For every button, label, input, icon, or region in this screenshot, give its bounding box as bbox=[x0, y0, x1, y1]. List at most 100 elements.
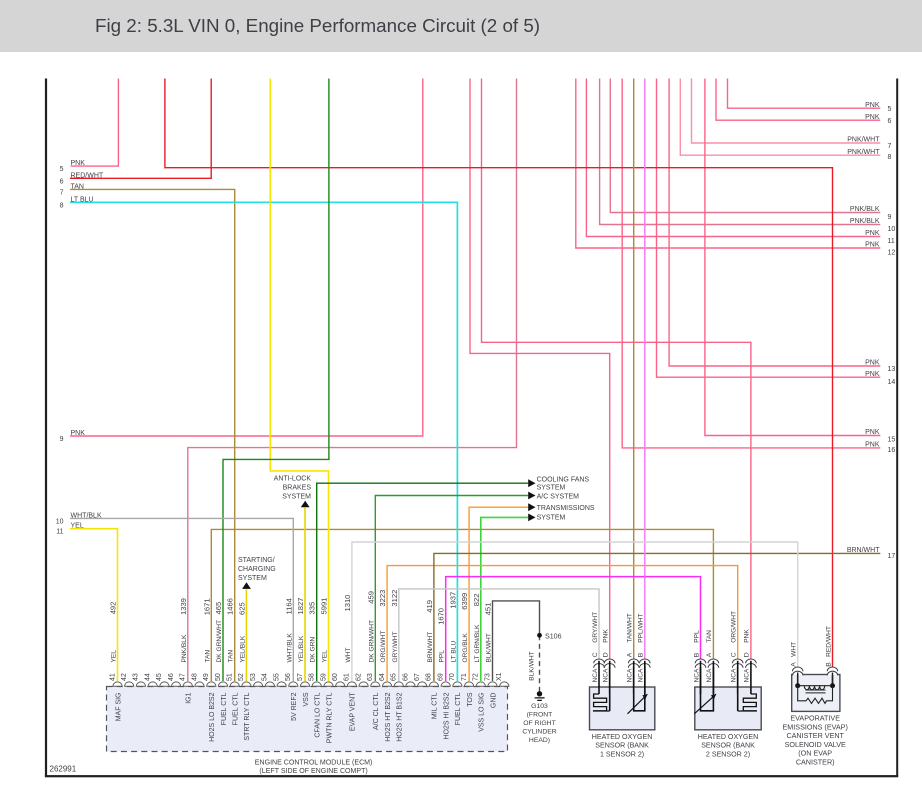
svg-text:(FRONT: (FRONT bbox=[527, 711, 553, 718]
svg-text:1670: 1670 bbox=[437, 608, 446, 625]
svg-text:NCA: NCA bbox=[731, 668, 738, 682]
svg-text:PNK: PNK bbox=[865, 102, 880, 109]
svg-text:51: 51 bbox=[227, 673, 234, 681]
svg-text:C: C bbox=[731, 652, 738, 657]
svg-text:7: 7 bbox=[888, 143, 892, 150]
svg-text:MAF SIG: MAF SIG bbox=[115, 693, 122, 722]
svg-text:NCA: NCA bbox=[693, 668, 700, 682]
svg-text:PNK: PNK bbox=[71, 430, 86, 437]
svg-text:44: 44 bbox=[145, 673, 152, 681]
svg-text:8: 8 bbox=[888, 154, 892, 161]
svg-text:459: 459 bbox=[366, 591, 375, 604]
svg-text:11: 11 bbox=[56, 529, 63, 536]
svg-text:CANISTER VENT: CANISTER VENT bbox=[786, 731, 844, 740]
svg-text:PNK: PNK bbox=[865, 429, 880, 436]
svg-text:SENSOR (BANK: SENSOR (BANK bbox=[701, 742, 755, 750]
svg-text:PNK: PNK bbox=[865, 230, 880, 237]
svg-text:56: 56 bbox=[285, 673, 292, 681]
svg-text:HEAD): HEAD) bbox=[529, 737, 550, 744]
svg-text:FUEL CTL: FUEL CTL bbox=[221, 692, 228, 725]
svg-text:451: 451 bbox=[484, 603, 493, 616]
svg-text:65: 65 bbox=[391, 673, 398, 681]
svg-text:TAN/WHT: TAN/WHT bbox=[627, 613, 634, 643]
svg-text:5991: 5991 bbox=[320, 598, 329, 615]
svg-text:17: 17 bbox=[888, 553, 896, 560]
svg-text:COOLING FANS: COOLING FANS bbox=[537, 476, 590, 483]
svg-text:SYSTEM: SYSTEM bbox=[238, 575, 267, 582]
svg-text:YEL/BLK: YEL/BLK bbox=[239, 635, 246, 662]
svg-text:GRY/WHT: GRY/WHT bbox=[592, 612, 599, 643]
svg-text:ENGINE CONTROL MODULE (ECM): ENGINE CONTROL MODULE (ECM) bbox=[255, 759, 373, 766]
svg-text:1339: 1339 bbox=[179, 598, 188, 615]
svg-text:PPL/WHT: PPL/WHT bbox=[638, 613, 645, 642]
svg-text:50: 50 bbox=[215, 673, 222, 681]
svg-text:BLK/WHT: BLK/WHT bbox=[528, 651, 535, 680]
svg-text:73: 73 bbox=[484, 673, 491, 681]
svg-text:NCA: NCA bbox=[744, 668, 751, 682]
svg-text:EMISSIONS (EVAP): EMISSIONS (EVAP) bbox=[783, 722, 848, 731]
svg-text:70: 70 bbox=[449, 673, 456, 681]
svg-text:NCA: NCA bbox=[603, 668, 610, 682]
svg-text:PNK: PNK bbox=[71, 160, 86, 167]
svg-text:A/C SYSTEM: A/C SYSTEM bbox=[537, 493, 580, 500]
svg-text:PNK: PNK bbox=[603, 629, 610, 643]
svg-text:PNK/BLK: PNK/BLK bbox=[181, 634, 188, 662]
svg-text:2 SENSOR 2): 2 SENSOR 2) bbox=[706, 750, 750, 758]
svg-text:FUEL CTL: FUEL CTL bbox=[233, 692, 240, 725]
svg-text:DK GRN/WHT: DK GRN/WHT bbox=[368, 620, 375, 663]
svg-text:HO2S LO B2S2: HO2S LO B2S2 bbox=[209, 692, 216, 742]
svg-text:1310: 1310 bbox=[343, 595, 352, 612]
svg-text:B: B bbox=[693, 652, 700, 657]
svg-text:G103: G103 bbox=[531, 703, 548, 710]
svg-text:1827: 1827 bbox=[296, 598, 305, 615]
svg-text:CANISTER): CANISTER) bbox=[796, 757, 835, 766]
svg-text:WHT: WHT bbox=[791, 642, 798, 657]
svg-text:WHT/BLK: WHT/BLK bbox=[71, 512, 102, 519]
svg-text:DK GRN: DK GRN bbox=[310, 637, 317, 663]
svg-text:PNK: PNK bbox=[744, 629, 751, 643]
svg-text:TAN: TAN bbox=[204, 650, 211, 663]
svg-text:MIL CTL: MIL CTL bbox=[432, 692, 439, 719]
svg-text:ANTI-LOCK: ANTI-LOCK bbox=[274, 476, 312, 483]
svg-text:ORG/WHT: ORG/WHT bbox=[380, 631, 387, 663]
svg-text:A: A bbox=[627, 652, 634, 657]
svg-text:WHT: WHT bbox=[345, 647, 352, 662]
svg-text:BLK/WHT: BLK/WHT bbox=[486, 633, 493, 662]
svg-text:TAN: TAN bbox=[706, 630, 713, 643]
svg-text:PNK: PNK bbox=[865, 242, 880, 249]
svg-text:BRN/WHT: BRN/WHT bbox=[427, 632, 434, 663]
svg-text:48: 48 bbox=[191, 673, 198, 681]
svg-text:YEL/BLK: YEL/BLK bbox=[298, 635, 305, 662]
svg-text:45: 45 bbox=[156, 673, 163, 681]
svg-text:HO2S HI B2S2: HO2S HI B2S2 bbox=[444, 692, 451, 739]
svg-text:72: 72 bbox=[473, 673, 480, 681]
svg-text:SOLENOID VALVE: SOLENOID VALVE bbox=[785, 740, 846, 749]
svg-text:LT BLU: LT BLU bbox=[71, 196, 94, 203]
svg-text:3122: 3122 bbox=[390, 590, 399, 607]
svg-text:49: 49 bbox=[203, 673, 210, 681]
svg-text:71: 71 bbox=[461, 673, 468, 681]
svg-text:SYSTEM: SYSTEM bbox=[537, 485, 566, 492]
svg-text:58: 58 bbox=[309, 673, 316, 681]
svg-text:52: 52 bbox=[238, 673, 245, 681]
svg-text:HEATED OXYGEN: HEATED OXYGEN bbox=[698, 733, 759, 741]
svg-text:66: 66 bbox=[402, 673, 409, 681]
svg-text:HO2S HT B1S2: HO2S HT B1S2 bbox=[397, 692, 404, 741]
svg-text:SYSTEM: SYSTEM bbox=[282, 494, 311, 501]
svg-text:ORG/WHT: ORG/WHT bbox=[731, 611, 738, 643]
svg-text:5V REF2: 5V REF2 bbox=[291, 692, 298, 721]
svg-text:TAN: TAN bbox=[71, 183, 84, 190]
svg-text:NCA: NCA bbox=[627, 668, 634, 682]
svg-text:GRY/WHT: GRY/WHT bbox=[392, 631, 399, 662]
svg-text:LT BLU: LT BLU bbox=[450, 641, 457, 663]
svg-text:419: 419 bbox=[425, 600, 434, 613]
svg-text:8: 8 bbox=[60, 202, 64, 209]
svg-text:X1: X1 bbox=[496, 672, 503, 681]
svg-text:6: 6 bbox=[60, 178, 64, 185]
svg-text:465: 465 bbox=[214, 602, 223, 615]
svg-text:11: 11 bbox=[888, 238, 895, 245]
svg-text:PNK: PNK bbox=[865, 114, 880, 121]
svg-text:ORG/BLK: ORG/BLK bbox=[462, 633, 469, 663]
svg-text:(LEFT SIDE OF ENGINE COMPT): (LEFT SIDE OF ENGINE COMPT) bbox=[259, 768, 367, 775]
svg-text:16: 16 bbox=[888, 447, 896, 454]
